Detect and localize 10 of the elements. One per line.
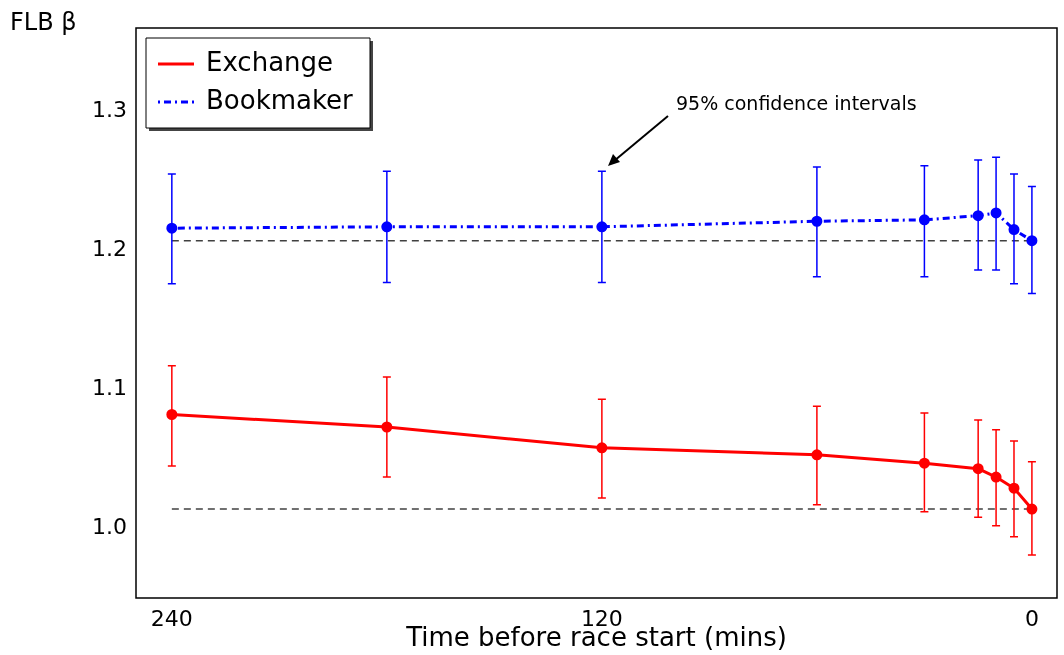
- y-tick-label: 1.1: [92, 375, 127, 401]
- y-tick-label: 1.3: [92, 97, 127, 123]
- annotation: 95% confidence intervals: [676, 92, 917, 114]
- x-tick-label: 0: [1024, 605, 1039, 631]
- x-tick-label: 240: [150, 605, 193, 631]
- legend-label: Bookmaker: [206, 84, 354, 115]
- y-axis-title: FLB β: [10, 8, 77, 37]
- y-tick-label: 1.2: [92, 236, 127, 262]
- y-tick-label: 1.0: [92, 514, 127, 540]
- legend-label: Exchange: [206, 46, 334, 77]
